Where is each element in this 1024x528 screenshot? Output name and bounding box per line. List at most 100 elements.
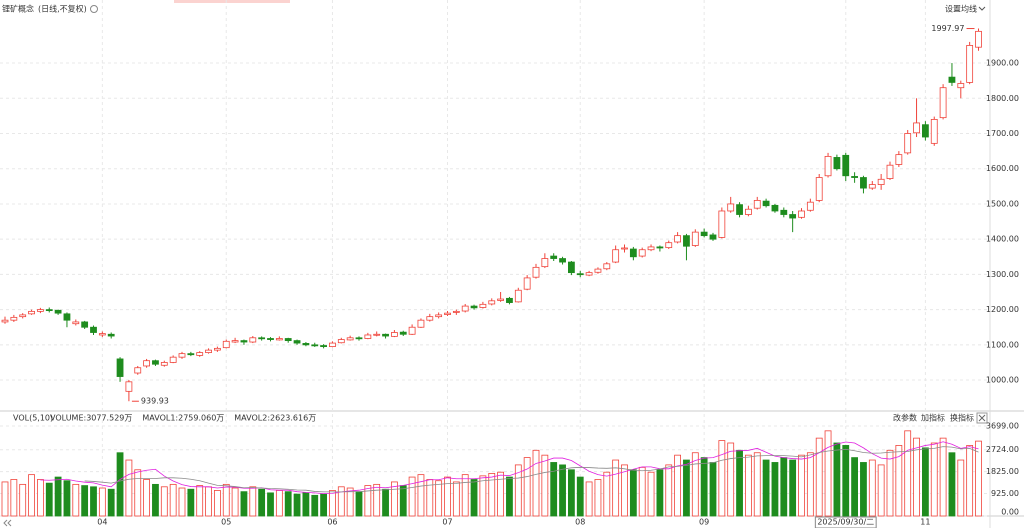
y-tick-label: 1800.00	[986, 94, 1019, 103]
candle-body	[37, 309, 44, 312]
volume-bar	[550, 462, 558, 517]
y-tick-label: 1900.00	[986, 59, 1019, 68]
candle-body	[506, 297, 513, 303]
volume-bar	[63, 480, 71, 517]
volume-bar	[45, 482, 53, 517]
volume-bar	[913, 437, 920, 517]
candle-body	[877, 178, 885, 185]
volume-bar	[718, 440, 726, 517]
volume-bar	[753, 452, 761, 517]
y-tick-label: 1500.00	[986, 199, 1019, 208]
candle-body	[63, 313, 71, 321]
x-tick-label: 06	[327, 518, 337, 527]
volume-bar	[860, 462, 867, 517]
volume-bar	[152, 483, 159, 517]
candle-body	[665, 242, 673, 249]
indicator-button[interactable]: 改参数	[893, 413, 917, 423]
candle-body	[329, 342, 336, 347]
volume-bar	[824, 430, 832, 517]
x-tick-label: 2025/09/30/二	[817, 518, 874, 527]
volume-bar	[833, 442, 841, 517]
volume-bar	[966, 445, 974, 517]
volume-bar	[240, 491, 248, 517]
volume-bar	[337, 486, 345, 517]
settings-icon[interactable]	[90, 5, 98, 13]
candle-body	[957, 83, 965, 89]
volume-bar	[585, 481, 593, 517]
volume-bar	[612, 459, 620, 517]
candle-body	[187, 353, 195, 356]
volume-bar	[90, 486, 97, 517]
annotation-label: 939.93	[141, 397, 169, 406]
candle-body	[514, 289, 522, 303]
legend-entry: VOLUME:3077.529万	[50, 414, 132, 423]
volume-bar	[568, 469, 575, 517]
volume-bar	[506, 476, 513, 517]
candle-body	[904, 133, 912, 154]
volume-bar	[10, 479, 18, 517]
volume-bar	[1, 481, 9, 517]
crosshair-date-box	[814, 516, 877, 528]
candle-body	[258, 337, 266, 340]
volume-bar	[665, 464, 673, 517]
candle-body	[559, 258, 566, 263]
candle-body	[346, 337, 354, 341]
volume-bar	[196, 485, 204, 517]
candle-body	[178, 353, 186, 358]
ma-settings-button[interactable]: 设置均线	[945, 4, 977, 14]
chart-title: 锂矿概念	[2, 4, 34, 14]
candle-body	[452, 310, 460, 313]
candle-body	[718, 210, 726, 238]
candle-body	[408, 326, 416, 335]
candle-body	[824, 155, 832, 177]
candle-body	[355, 337, 363, 340]
candle-body	[81, 321, 89, 328]
candle-body	[382, 333, 389, 337]
candle-body	[222, 340, 230, 349]
volume-bar	[169, 483, 177, 517]
candle-body	[780, 209, 788, 215]
indicator-button[interactable]: 加指标	[921, 413, 945, 423]
candle-body	[107, 333, 115, 337]
volume-bar	[382, 488, 389, 517]
volume-bar	[452, 481, 460, 517]
volume-bar	[284, 491, 292, 517]
candle-body	[152, 360, 159, 365]
x-tick-label: 09	[699, 518, 709, 527]
candle-body	[373, 333, 381, 336]
scroll-left[interactable]	[3, 519, 12, 527]
candle-body	[284, 338, 292, 342]
y-tick-label: 1200.00	[986, 305, 1019, 314]
volume-bar	[877, 464, 885, 517]
candle-body	[541, 258, 549, 268]
volume-bar	[957, 459, 965, 517]
volume-bar	[559, 464, 566, 517]
volume-bar	[249, 486, 257, 517]
volume-bar	[780, 457, 788, 517]
candle-body	[390, 332, 398, 337]
volume-bar	[674, 454, 681, 517]
indicator-name: VOL(5,10)	[13, 414, 53, 423]
volume-bar	[656, 469, 664, 517]
candle-body	[709, 234, 717, 240]
volume-bar	[638, 466, 646, 517]
volume-bar	[54, 476, 62, 517]
volume-bar	[329, 490, 336, 517]
volume-bar	[514, 464, 522, 517]
volume-bar	[178, 487, 186, 517]
volume-bar	[346, 487, 354, 517]
candle-body	[833, 157, 841, 170]
volume-bar	[461, 474, 469, 517]
candle-body	[895, 154, 903, 165]
volume-bar	[904, 430, 912, 517]
top-tab	[174, 0, 290, 3]
candle-body	[691, 231, 699, 246]
candle-body	[806, 201, 814, 211]
volume-bar	[727, 442, 735, 517]
indicator-button[interactable]: 换指标	[950, 413, 974, 423]
volume-bar	[895, 445, 903, 517]
candle-body	[913, 122, 920, 134]
volume-bar	[497, 471, 505, 517]
volume-bar	[762, 459, 770, 517]
volume-bar	[470, 479, 478, 517]
